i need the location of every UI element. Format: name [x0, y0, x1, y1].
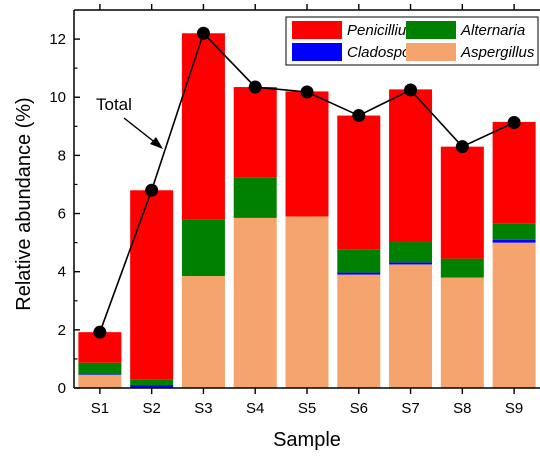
bar-s6-cladosporium	[337, 272, 381, 275]
bar-s4-alternaria	[233, 177, 277, 218]
x-tick-label-s8: S8	[453, 400, 471, 417]
legend-swatch-alternaria	[406, 21, 456, 39]
total-line-layer	[93, 26, 521, 339]
y-tick-label-2: 2	[58, 322, 66, 339]
tick-labels-layer: 0 2 4 6 8 10 12 S1 S2 S3 S4 S5 S6 S7 S8 S9	[49, 31, 523, 417]
legend-label-penicillium: Penicillium	[347, 22, 419, 39]
x-tick-label-s9: S9	[505, 400, 523, 417]
bar-s8-penicillium	[440, 146, 484, 259]
y-axis-title: Relative abundance (%)	[13, 97, 35, 310]
x-tick-label-s2: S2	[142, 400, 160, 417]
bar-s7-alternaria	[389, 242, 433, 263]
bar-s1-aspergillus	[78, 374, 122, 388]
y-tick-label-10: 10	[49, 89, 66, 106]
axes-layer	[73, 4, 540, 394]
x-tick-label-s7: S7	[401, 400, 419, 417]
bar-s2-alternaria	[130, 379, 174, 386]
bar-s4-aspergillus	[233, 217, 277, 388]
x-tick-label-s4: S4	[246, 400, 264, 417]
total-point-s7	[404, 83, 418, 97]
total-annotation: Total	[96, 95, 163, 149]
x-tick-label-s5: S5	[298, 400, 316, 417]
total-point-s9	[507, 116, 521, 130]
bar-s7-penicillium	[389, 89, 433, 243]
bar-s5-aspergillus	[285, 216, 329, 388]
bar-s9-alternaria	[492, 223, 536, 240]
bar-s9-aspergillus	[492, 242, 536, 388]
total-point-s1	[93, 325, 107, 339]
total-point-s4	[248, 80, 262, 94]
y-tick-label-6: 6	[58, 206, 66, 223]
y-tick-label-8: 8	[58, 147, 66, 164]
total-point-s3	[196, 26, 210, 40]
legend-label-alternaria: Alternaria	[460, 22, 525, 39]
y-tick-label-4: 4	[58, 264, 66, 281]
bar-s9-cladosporium	[492, 239, 536, 243]
bar-s4-penicillium	[233, 87, 277, 178]
bar-s1-alternaria	[78, 362, 122, 375]
bar-s8-aspergillus	[440, 277, 484, 388]
x-axis-title: Sample	[273, 429, 341, 451]
bar-s2-cladosporium	[130, 385, 174, 388]
bar-s6-penicillium	[337, 115, 381, 250]
bars-layer	[78, 33, 536, 388]
legend-label-aspergillus: Aspergillus	[460, 44, 535, 61]
bar-s1-cladosporium	[78, 374, 122, 375]
bar-s7-cladosporium	[389, 262, 433, 265]
legend-swatch-cladosporium	[292, 43, 342, 61]
legend-swatch-penicillium	[292, 21, 342, 39]
bar-s3-aspergillus	[181, 276, 225, 388]
total-annotation-label: Total	[96, 95, 132, 114]
bar-s8-alternaria	[440, 258, 484, 278]
x-tick-label-s6: S6	[350, 400, 368, 417]
bar-s3-penicillium	[181, 33, 225, 220]
bar-s9-penicillium	[492, 121, 536, 224]
total-annotation-arrow	[123, 117, 158, 145]
bar-s6-aspergillus	[337, 274, 381, 388]
bar-s7-aspergillus	[389, 264, 433, 388]
y-tick-label-0: 0	[58, 380, 66, 397]
bar-s3-alternaria	[181, 219, 225, 277]
x-tick-label-s3: S3	[194, 400, 212, 417]
total-annotation-arrowhead	[150, 137, 163, 149]
y-tick-label-12: 12	[49, 31, 66, 48]
bar-s6-alternaria	[337, 249, 381, 273]
legend: Penicillium Alternaria Cladosporium Aspe…	[285, 16, 539, 66]
total-point-s2	[145, 183, 159, 197]
legend-swatch-aspergillus	[406, 43, 456, 61]
bar-s5-penicillium	[285, 91, 329, 217]
x-tick-label-s1: S1	[91, 400, 109, 417]
total-point-s8	[455, 140, 469, 154]
total-point-s5	[300, 85, 314, 99]
bar-s2-penicillium	[130, 190, 174, 380]
total-point-s6	[352, 109, 366, 123]
